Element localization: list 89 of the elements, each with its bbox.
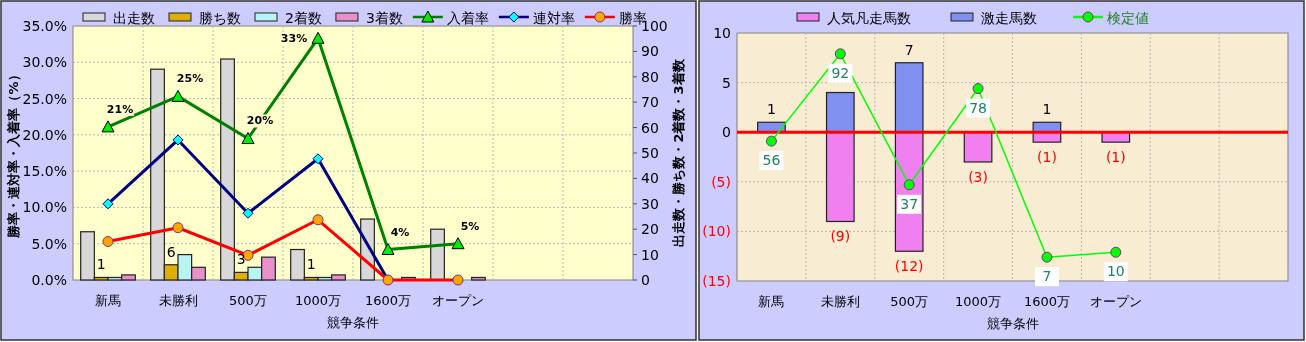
- x-tick-label: 未勝利: [158, 293, 198, 308]
- y-tick-label: 30.0%: [22, 54, 67, 71]
- data-label: 5%: [460, 219, 480, 233]
- y2-tick-label: 50: [641, 145, 659, 161]
- y2-tick-label: 90: [641, 43, 659, 60]
- point: [242, 207, 254, 219]
- x-tick-label: 未勝利: [820, 294, 860, 309]
- point: [1041, 251, 1053, 263]
- y2-tick-label: 40: [641, 170, 659, 187]
- annotation: 10: [1106, 263, 1125, 280]
- legend-label: 激走馬数: [981, 10, 1037, 26]
- x-tick-label: 1600万: [364, 293, 412, 308]
- bar: [825, 91, 855, 133]
- bar: [894, 62, 924, 133]
- x-axis-title: 競争条件: [327, 315, 379, 330]
- x-tick-label: 500万: [229, 293, 267, 308]
- data-label: 7: [904, 41, 914, 58]
- x-tick-label: 500万: [890, 294, 929, 309]
- y-tick-label: (5): [711, 173, 731, 190]
- annotation: 78: [969, 99, 987, 116]
- legend-label: 検定値: [1107, 10, 1149, 26]
- legend-label: 勝ち数: [199, 10, 241, 26]
- y-tick-label: 5.0%: [31, 235, 67, 252]
- y2-axis-title: 出走数・勝ち数・2着数・3着数: [671, 58, 686, 247]
- data-label: 1: [766, 101, 776, 118]
- y-tick-label: 35.0%: [22, 18, 67, 34]
- y2-tick-label: 30: [641, 195, 659, 212]
- y-tick-label: 5: [722, 74, 731, 91]
- data-label: 1: [96, 256, 106, 273]
- point: [765, 135, 777, 147]
- y-tick-label: (10): [702, 223, 731, 240]
- legend-label: 3着数: [365, 10, 403, 26]
- y-tick-label: (15): [702, 273, 731, 289]
- point: [903, 179, 915, 191]
- point: [312, 153, 324, 165]
- data-label: 1: [306, 256, 316, 273]
- x-tick-label: 1000万: [294, 293, 342, 308]
- y2-tick-label: 70: [641, 94, 659, 111]
- annotation: 92: [831, 64, 850, 81]
- legend-label: 出走数: [113, 10, 155, 26]
- y2-tick-label: 80: [641, 68, 659, 85]
- annotation: 56: [762, 152, 781, 169]
- data-label: 1: [1042, 101, 1052, 118]
- y-tick-label: 20.0%: [22, 126, 67, 143]
- bar: [471, 276, 486, 281]
- point: [1110, 246, 1122, 258]
- point: [972, 83, 984, 95]
- x-tick-label: オープン: [432, 293, 484, 308]
- y2-tick-label: 10: [641, 246, 659, 263]
- legend-label: 入着率: [446, 10, 489, 26]
- point: [172, 134, 184, 146]
- data-label: (1): [1037, 149, 1057, 166]
- annotation: 7: [1042, 268, 1052, 285]
- annotation: 37: [900, 195, 919, 212]
- data-label: 20%: [246, 114, 274, 128]
- data-label: (1): [1105, 149, 1126, 166]
- y-tick-label: 15.0%: [22, 163, 67, 180]
- x-axis-title: 競争条件: [986, 316, 1039, 331]
- x-tick-label: 1600万: [1023, 294, 1070, 309]
- data-label: 4%: [390, 225, 410, 239]
- y-tick-label: 0.0%: [31, 272, 67, 288]
- y-axis-title: 勝率・連対率・入着率（%）: [6, 68, 21, 239]
- y2-tick-label: 60: [641, 119, 659, 136]
- point: [834, 48, 846, 60]
- bar: [825, 131, 855, 223]
- legend-label: 人気凡走馬数: [827, 10, 911, 26]
- data-label: 33%: [280, 32, 308, 46]
- bar: [430, 228, 445, 281]
- bar: [963, 131, 993, 163]
- data-label: (9): [830, 228, 851, 245]
- data-label: (12): [894, 258, 924, 275]
- x-tick-label: 新馬: [758, 294, 785, 309]
- x-tick-label: オープン: [1089, 294, 1142, 309]
- y2-tick-label: 0: [641, 272, 650, 288]
- data-label: 25%: [176, 72, 204, 86]
- data-label: 6: [166, 243, 176, 260]
- x-tick-label: 1000万: [955, 294, 1002, 309]
- y-tick-label: 10.0%: [22, 199, 67, 216]
- y2-tick-label: 20: [641, 221, 659, 238]
- data-label: 21%: [106, 102, 134, 116]
- legend-label: 連対率: [532, 10, 575, 26]
- y-tick-label: 10: [713, 25, 731, 41]
- point: [102, 198, 114, 210]
- data-label: 3: [236, 251, 246, 268]
- legend-label: 2着数: [285, 10, 322, 26]
- data-label: (3): [968, 168, 988, 185]
- x-tick-label: 新馬: [95, 293, 121, 308]
- y-tick-label: 0: [722, 124, 731, 141]
- y-tick-label: 25.0%: [22, 90, 67, 107]
